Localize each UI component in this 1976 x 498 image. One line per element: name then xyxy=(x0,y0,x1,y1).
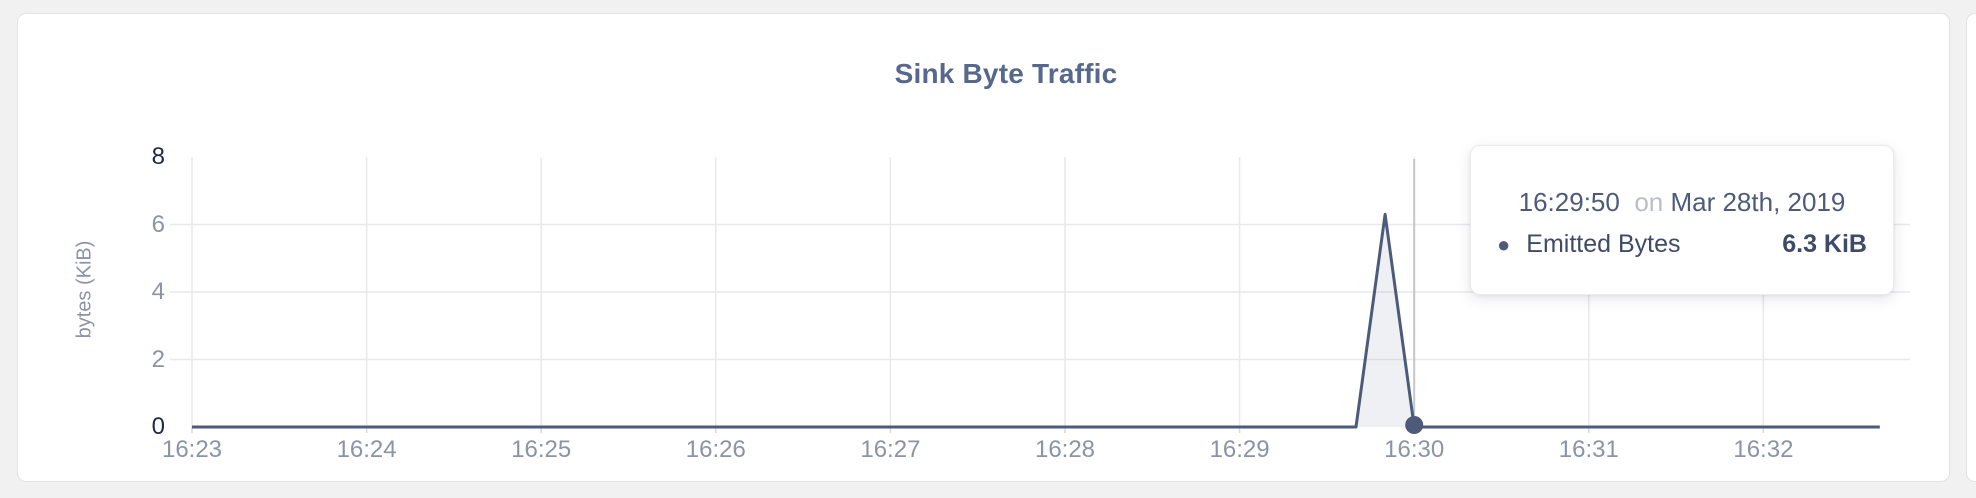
x-tick-label: 16:31 xyxy=(1558,436,1619,463)
x-tick-label: 16:32 xyxy=(1733,436,1794,463)
series-line xyxy=(192,212,1880,429)
x-tick-label: 16:28 xyxy=(1034,436,1096,463)
x-tick-label: 16:25 xyxy=(511,436,572,463)
x-tick-label: 16:30 xyxy=(1384,436,1445,463)
x-tick-label: 16:23 xyxy=(161,436,223,463)
hover-point-marker xyxy=(1405,416,1424,434)
chart-title: Sink Byte Traffic xyxy=(894,58,1118,89)
hover-tooltip: 16:29:50 on Mar 28th, 2019 ● Emitted Byt… xyxy=(1470,145,1894,295)
tooltip-timestamp: 16:29:50 on Mar 28th, 2019 xyxy=(1497,187,1867,218)
y-tick-label: 8 xyxy=(151,143,165,170)
adjacent-card-edge xyxy=(1966,13,1976,482)
tooltip-series-label: Emitted Bytes xyxy=(1526,230,1681,258)
x-tick-label: 16:26 xyxy=(685,436,746,463)
y-axis-title: bytes (KiB) xyxy=(73,240,96,339)
chart-plot-area[interactable]: 0 2 4 6 8 16:23 16:24 16:25 16:26 16:27 16:28 16:29… xyxy=(18,14,1976,498)
x-tick-label: 16:29 xyxy=(1209,436,1270,463)
tooltip-on-text: on xyxy=(1634,187,1664,217)
tooltip-series-value: 6.3 KiB xyxy=(1782,230,1867,258)
y-tick-label: 6 xyxy=(151,210,165,238)
chart-card: Sink Byte Traffic 0 2 4 6 8 16:23 16:24 16:25 16… xyxy=(17,13,1950,482)
series-marker-icon: ● xyxy=(1497,231,1511,257)
y-tick-label: 0 xyxy=(151,413,165,440)
x-tick-label: 16:27 xyxy=(860,436,921,463)
tooltip-date: Mar 28th, 2019 xyxy=(1670,187,1846,217)
y-tick-label: 4 xyxy=(151,278,165,305)
tooltip-time: 16:29:50 xyxy=(1518,187,1620,217)
tooltip-series-row: ● Emitted Bytes 6.3 KiB xyxy=(1497,230,1867,259)
x-tick-label: 16:24 xyxy=(336,436,397,463)
y-tick-label: 2 xyxy=(151,345,165,373)
